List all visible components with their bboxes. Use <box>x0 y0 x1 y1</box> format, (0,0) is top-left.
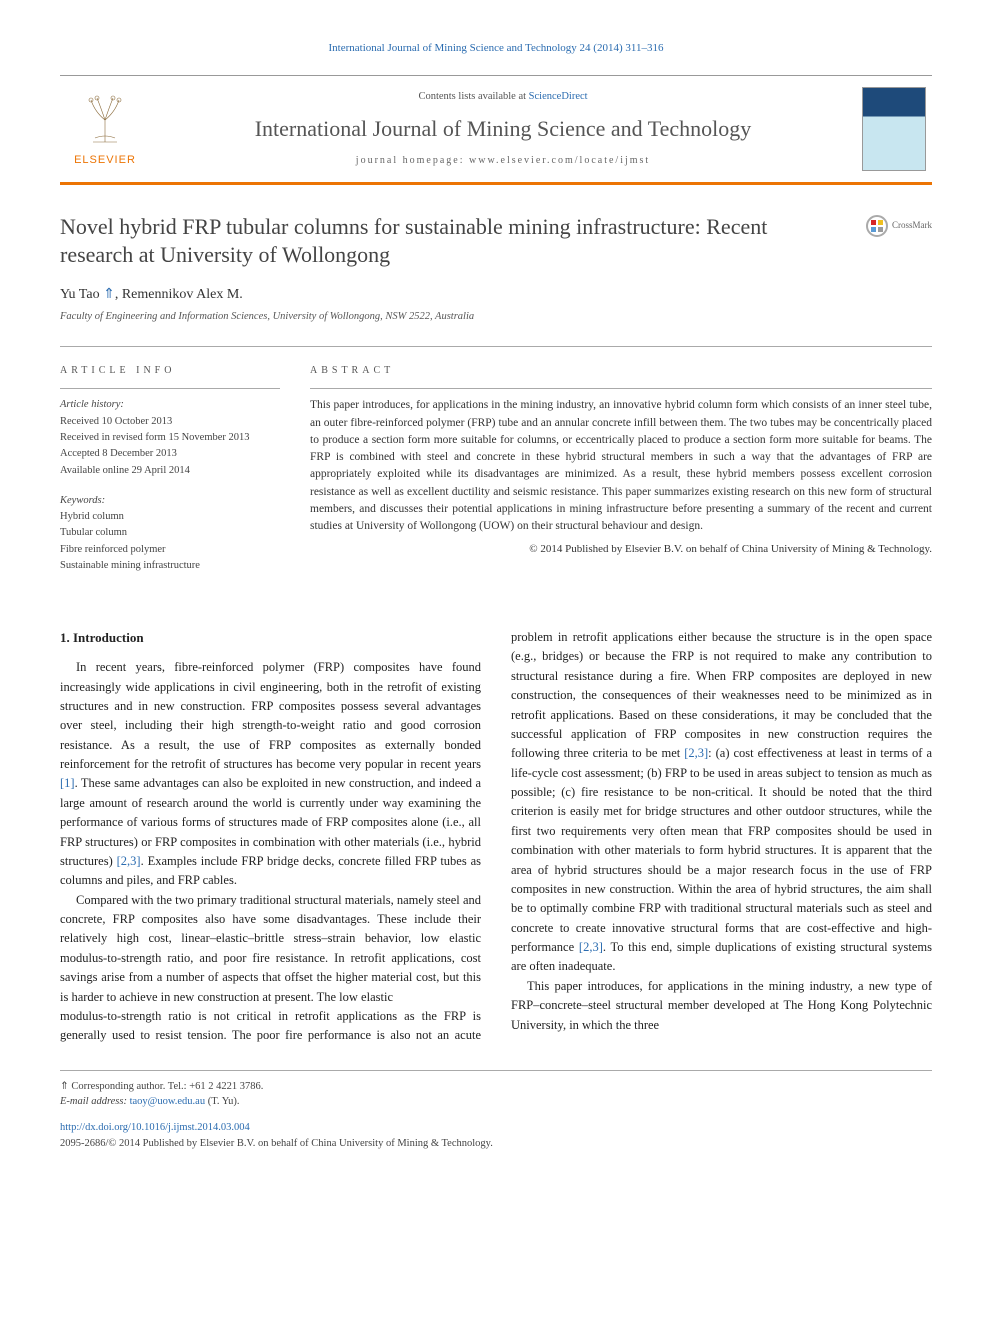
affiliation: Faculty of Engineering and Information S… <box>60 309 932 325</box>
article-history: Article history: Received 10 October 201… <box>60 388 280 478</box>
corr-email-line: E-mail address: taoy@uow.edu.au (T. Yu). <box>60 1094 330 1110</box>
publisher-logo[interactable]: ELSEVIER <box>60 76 150 182</box>
masthead-center: Contents lists available at ScienceDirec… <box>150 76 856 182</box>
section-heading-1: 1. Introduction <box>60 628 481 648</box>
title-block: CrossMark Novel hybrid FRP tubular colum… <box>60 213 932 325</box>
para-2: Compared with the two primary traditiona… <box>60 891 481 1007</box>
email-label: E-mail address: <box>60 1096 130 1107</box>
journal-homepage: journal homepage: www.elsevier.com/locat… <box>160 153 846 168</box>
sciencedirect-link[interactable]: ScienceDirect <box>529 91 588 102</box>
abstract-text: This paper introduces, for applications … <box>310 388 932 535</box>
contents-available: Contents lists available at ScienceDirec… <box>160 89 846 105</box>
issn-copyright: 2095-2686/© 2014 Published by Elsevier B… <box>60 1136 932 1152</box>
publisher-name: ELSEVIER <box>74 152 136 169</box>
elsevier-tree-icon <box>74 88 136 148</box>
article-title: Novel hybrid FRP tubular columns for sus… <box>60 213 932 270</box>
para-3: This paper introduces, for applications … <box>511 977 932 1035</box>
crossmark-icon <box>866 215 888 237</box>
abstract-label: ABSTRACT <box>310 363 932 378</box>
article-info-label: ARTICLE INFO <box>60 363 280 378</box>
journal-name: International Journal of Mining Science … <box>160 112 846 145</box>
keywords-block: Keywords: Hybrid column Tubular column F… <box>60 493 280 574</box>
author-1: Yu Tao <box>60 287 103 302</box>
keywords-heading: Keywords: <box>60 495 105 506</box>
keyword-3: Fibre reinforced polymer <box>60 544 166 555</box>
contents-prefix: Contents lists available at <box>418 91 528 102</box>
header-citation-link[interactable]: International Journal of Mining Science … <box>329 42 664 54</box>
body-text: 1. Introduction In recent years, fibre-r… <box>60 628 932 1046</box>
para-2b-b: : (a) cost effectiveness at least in ter… <box>511 746 932 954</box>
abstract-column: ABSTRACT This paper introduces, for appl… <box>310 363 932 588</box>
para-1a: In recent years, fibre-reinforced polyme… <box>60 660 481 771</box>
journal-cover-thumb[interactable] <box>856 76 932 182</box>
corresponding-author: ⇑ Corresponding author. Tel.: +61 2 4221… <box>60 1079 330 1111</box>
history-accepted: Accepted 8 December 2013 <box>60 448 177 459</box>
keyword-2: Tubular column <box>60 527 127 538</box>
doi-line: http://dx.doi.org/10.1016/j.ijmst.2014.0… <box>60 1120 932 1136</box>
history-heading: Article history: <box>60 399 124 410</box>
ref-link-1[interactable]: [1] <box>60 776 75 790</box>
header-citation: International Journal of Mining Science … <box>60 40 932 57</box>
history-revised: Received in revised form 15 November 201… <box>60 432 250 443</box>
author-list: Yu Tao ⇑, Remennikov Alex M. <box>60 284 932 305</box>
ref-link-23c[interactable]: [2,3] <box>579 940 603 954</box>
author-rest: , Remennikov Alex M. <box>115 287 243 302</box>
corresponding-marker[interactable]: ⇑ <box>103 287 115 302</box>
email-suffix: (T. Yu). <box>205 1096 239 1107</box>
email-link[interactable]: taoy@uow.edu.au <box>130 1096 205 1107</box>
history-online: Available online 29 April 2014 <box>60 465 190 476</box>
ref-link-23a[interactable]: [2,3] <box>117 854 141 868</box>
corr-tel: ⇑ Corresponding author. Tel.: +61 2 4221… <box>60 1079 330 1095</box>
para-1: In recent years, fibre-reinforced polyme… <box>60 658 481 891</box>
history-received: Received 10 October 2013 <box>60 416 172 427</box>
info-abstract-row: ARTICLE INFO Article history: Received 1… <box>60 346 932 588</box>
article-info: ARTICLE INFO Article history: Received 1… <box>60 363 280 588</box>
crossmark-label: CrossMark <box>892 219 932 233</box>
footer: ⇑ Corresponding author. Tel.: +61 2 4221… <box>60 1070 932 1152</box>
journal-masthead: ELSEVIER Contents lists available at Sci… <box>60 75 932 185</box>
keyword-1: Hybrid column <box>60 511 124 522</box>
doi-link[interactable]: http://dx.doi.org/10.1016/j.ijmst.2014.0… <box>60 1122 250 1133</box>
keyword-4: Sustainable mining infrastructure <box>60 560 200 571</box>
crossmark-badge[interactable]: CrossMark <box>866 215 932 237</box>
ref-link-23b[interactable]: [2,3] <box>684 746 708 760</box>
cover-image <box>862 87 926 171</box>
abstract-copyright: © 2014 Published by Elsevier B.V. on beh… <box>310 541 932 558</box>
